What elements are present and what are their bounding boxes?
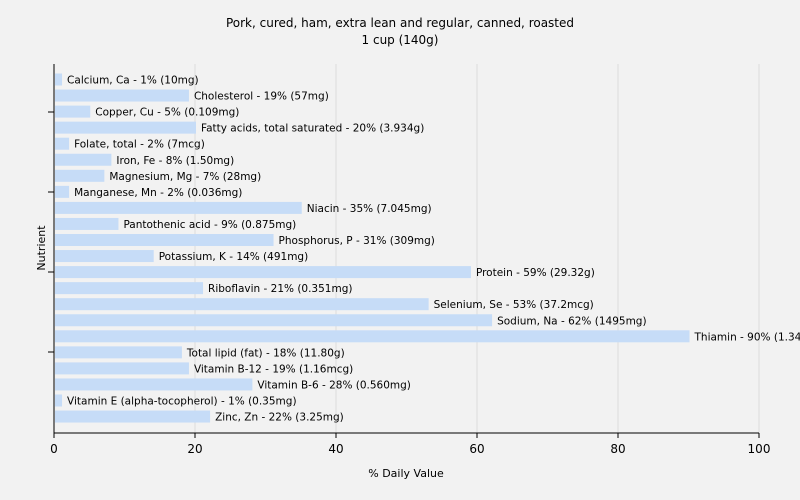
bar-label: Copper, Cu - 5% (0.109mg)	[95, 107, 239, 119]
bar-label: Total lipid (fat) - 18% (11.80g)	[186, 347, 345, 359]
x-tick-label: 20	[187, 442, 202, 456]
bar	[55, 121, 196, 134]
bar	[55, 73, 63, 86]
bar-label: Magnesium, Mg - 7% (28mg)	[109, 171, 261, 183]
bar	[55, 169, 105, 182]
x-tick-label: 60	[469, 442, 484, 456]
y-axis-label: Nutrient	[35, 225, 48, 271]
bar	[55, 137, 70, 150]
bar	[55, 153, 112, 166]
bar-label: Potassium, K - 14% (491mg)	[159, 251, 309, 263]
bar	[55, 410, 211, 423]
bar-label: Sodium, Na - 62% (1495mg)	[497, 315, 646, 327]
chart-subtitle: 1 cup (140g)	[362, 33, 439, 47]
bar-label: Vitamin B-6 - 28% (0.560mg)	[257, 379, 411, 391]
bar-label: Cholesterol - 19% (57mg)	[194, 91, 329, 103]
bar	[55, 282, 204, 295]
bar-label: Niacin - 35% (7.045mg)	[307, 203, 432, 215]
x-tick-label: 0	[50, 442, 58, 456]
bar	[55, 346, 182, 359]
x-tick-label: 100	[748, 442, 771, 456]
bar	[55, 378, 253, 391]
bar	[55, 394, 63, 407]
x-tick-label: 80	[610, 442, 625, 456]
bar	[55, 298, 429, 311]
bar-label: Riboflavin - 21% (0.351mg)	[208, 283, 352, 295]
grid	[194, 64, 760, 433]
bar	[55, 266, 471, 279]
bar-label: Phosphorus, P - 31% (309mg)	[279, 235, 435, 247]
bar	[55, 185, 70, 198]
bar-label: Thiamin - 90% (1.345mg)	[694, 331, 800, 343]
bar	[55, 330, 690, 343]
bar	[55, 105, 91, 118]
bar-label: Selenium, Se - 53% (37.2mcg)	[434, 299, 594, 311]
bar	[55, 250, 154, 263]
bar-label: Pantothenic acid - 9% (0.875mg)	[123, 219, 296, 231]
bar-label: Calcium, Ca - 1% (10mg)	[67, 75, 199, 87]
bar-label: Vitamin B-12 - 19% (1.16mcg)	[194, 363, 353, 375]
bars: Calcium, Ca - 1% (10mg) Cholesterol - 19%…	[55, 73, 800, 424]
bar	[55, 234, 274, 246]
bar-label: Vitamin E (alpha-tocopherol) - 1% (0.35m…	[67, 396, 296, 408]
bar	[55, 201, 302, 214]
bar	[55, 362, 189, 375]
axes: 0 20 40 60 80 100	[48, 64, 770, 456]
x-axis-label: % Daily Value	[368, 467, 444, 480]
bar-label: Manganese, Mn - 2% (0.036mg)	[74, 187, 242, 199]
bar	[55, 89, 189, 102]
x-tick-label: 40	[328, 442, 343, 456]
bar	[55, 314, 493, 327]
bar-label: Fatty acids, total saturated - 20% (3.93…	[201, 123, 424, 135]
bar-label: Protein - 59% (29.32g)	[476, 267, 595, 279]
bar-label: Folate, total - 2% (7mcg)	[74, 139, 205, 151]
bar-label: Zinc, Zn - 22% (3.25mg)	[215, 412, 344, 424]
bar	[55, 217, 119, 230]
chart-title: Pork, cured, ham, extra lean and regular…	[226, 16, 574, 30]
bar-label: Iron, Fe - 8% (1.50mg)	[116, 155, 234, 167]
